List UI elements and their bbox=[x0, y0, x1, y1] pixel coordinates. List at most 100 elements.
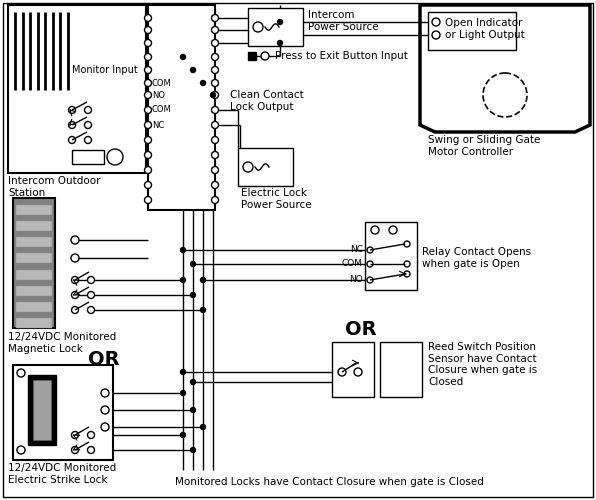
Bar bbox=[16, 318, 52, 328]
Text: OR: OR bbox=[88, 350, 120, 369]
Bar bbox=[332, 342, 374, 397]
Circle shape bbox=[144, 26, 151, 34]
Circle shape bbox=[212, 92, 219, 98]
Circle shape bbox=[144, 136, 151, 143]
Text: Reed Switch Position
Sensor have Contact
Closure when gate is
Closed: Reed Switch Position Sensor have Contact… bbox=[428, 342, 537, 387]
Circle shape bbox=[367, 247, 373, 253]
Text: COM: COM bbox=[342, 260, 363, 268]
Circle shape bbox=[17, 446, 25, 454]
Circle shape bbox=[88, 276, 95, 283]
Circle shape bbox=[404, 271, 410, 277]
Circle shape bbox=[210, 92, 216, 98]
Circle shape bbox=[72, 432, 79, 438]
Text: 12/24VDC Monitored
Magnetic Lock: 12/24VDC Monitored Magnetic Lock bbox=[8, 332, 116, 353]
Circle shape bbox=[71, 254, 79, 262]
Bar bbox=[16, 270, 52, 280]
Text: Clean Contact
Lock Output: Clean Contact Lock Output bbox=[230, 90, 304, 112]
Circle shape bbox=[88, 446, 95, 454]
Circle shape bbox=[200, 278, 206, 282]
Circle shape bbox=[212, 152, 219, 158]
Circle shape bbox=[72, 276, 79, 283]
Text: Intercom Outdoor
Station: Intercom Outdoor Station bbox=[8, 176, 101, 198]
Circle shape bbox=[181, 248, 185, 252]
Circle shape bbox=[181, 278, 185, 282]
Text: Monitor Input: Monitor Input bbox=[72, 65, 138, 75]
Circle shape bbox=[278, 40, 283, 46]
Text: Intercom
Power Source: Intercom Power Source bbox=[308, 10, 378, 32]
Circle shape bbox=[144, 80, 151, 86]
Circle shape bbox=[404, 241, 410, 247]
Bar bbox=[16, 286, 52, 296]
Circle shape bbox=[144, 40, 151, 46]
Circle shape bbox=[253, 22, 263, 32]
Circle shape bbox=[367, 261, 373, 267]
Circle shape bbox=[191, 262, 195, 266]
Circle shape bbox=[72, 292, 79, 298]
Text: 12/24VDC Monitored
Electric Strike Lock: 12/24VDC Monitored Electric Strike Lock bbox=[8, 463, 116, 484]
Circle shape bbox=[404, 261, 410, 267]
Circle shape bbox=[212, 80, 219, 86]
Bar bbox=[13, 198, 55, 328]
Text: NC: NC bbox=[350, 246, 363, 254]
Circle shape bbox=[483, 73, 527, 117]
Circle shape bbox=[101, 389, 109, 397]
Bar bbox=[28, 375, 56, 445]
Circle shape bbox=[85, 136, 92, 143]
Circle shape bbox=[72, 306, 79, 314]
Circle shape bbox=[212, 196, 219, 203]
Circle shape bbox=[85, 106, 92, 114]
Circle shape bbox=[101, 406, 109, 414]
Circle shape bbox=[212, 40, 219, 46]
Bar bbox=[16, 205, 52, 215]
Circle shape bbox=[144, 54, 151, 60]
Bar bbox=[248, 52, 256, 60]
Circle shape bbox=[72, 446, 79, 454]
Circle shape bbox=[144, 122, 151, 128]
Circle shape bbox=[17, 369, 25, 377]
Circle shape bbox=[243, 162, 253, 172]
Circle shape bbox=[88, 432, 95, 438]
Text: NO: NO bbox=[152, 90, 165, 100]
Bar bbox=[16, 302, 52, 312]
Bar bbox=[238, 148, 293, 186]
Bar bbox=[72, 150, 104, 164]
Circle shape bbox=[88, 292, 95, 298]
Circle shape bbox=[101, 423, 109, 431]
Circle shape bbox=[212, 182, 219, 188]
Circle shape bbox=[144, 196, 151, 203]
Circle shape bbox=[191, 292, 195, 298]
Circle shape bbox=[191, 408, 195, 412]
Text: Open Indicator
or Light Output: Open Indicator or Light Output bbox=[445, 18, 524, 40]
Circle shape bbox=[69, 122, 76, 128]
Bar bbox=[248, 8, 303, 46]
Circle shape bbox=[181, 54, 185, 60]
Circle shape bbox=[71, 236, 79, 244]
Circle shape bbox=[212, 26, 219, 34]
Circle shape bbox=[261, 52, 269, 60]
Circle shape bbox=[181, 390, 185, 396]
Circle shape bbox=[144, 166, 151, 173]
Text: Electric Lock
Power Source: Electric Lock Power Source bbox=[241, 188, 312, 210]
Circle shape bbox=[181, 432, 185, 438]
Bar bbox=[16, 221, 52, 231]
Bar bbox=[148, 5, 215, 210]
Circle shape bbox=[191, 380, 195, 384]
Bar bbox=[13, 365, 113, 460]
Bar bbox=[16, 238, 52, 248]
Circle shape bbox=[200, 80, 206, 86]
Circle shape bbox=[354, 368, 362, 376]
Circle shape bbox=[144, 182, 151, 188]
Circle shape bbox=[432, 31, 440, 39]
Text: OR: OR bbox=[345, 320, 377, 339]
Polygon shape bbox=[420, 5, 590, 132]
Text: NC: NC bbox=[152, 120, 164, 130]
Text: COM: COM bbox=[152, 78, 172, 88]
Circle shape bbox=[200, 308, 206, 312]
Circle shape bbox=[212, 136, 219, 143]
Circle shape bbox=[212, 66, 219, 73]
Text: Swing or Sliding Gate
Motor Controller: Swing or Sliding Gate Motor Controller bbox=[428, 135, 541, 156]
Bar bbox=[428, 12, 516, 50]
Circle shape bbox=[200, 424, 206, 430]
Bar bbox=[380, 342, 422, 397]
Circle shape bbox=[191, 68, 195, 72]
